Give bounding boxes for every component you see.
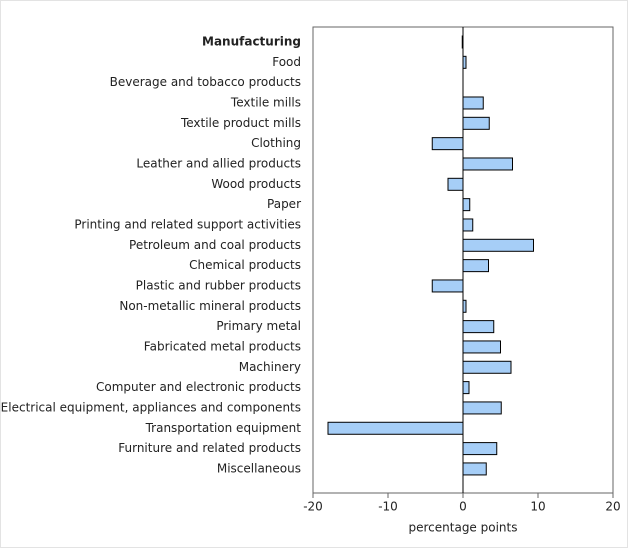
y-tick-label: Miscellaneous xyxy=(217,461,301,475)
y-tick-label: Furniture and related products xyxy=(118,441,301,455)
y-tick-label: Beverage and tobacco products xyxy=(110,75,301,89)
y-tick-label: Manufacturing xyxy=(202,35,301,49)
y-tick-label: Textile mills xyxy=(230,95,301,109)
bar xyxy=(462,340,501,354)
x-tick-label: 0 xyxy=(459,500,467,514)
y-tick-label: Electrical equipment, appliances and com… xyxy=(1,400,301,414)
x-tick-label: 10 xyxy=(530,500,545,514)
bar xyxy=(462,381,470,395)
bar xyxy=(462,462,487,476)
y-tick-label: Machinery xyxy=(239,360,301,374)
y-tick-label: Printing and related support activities xyxy=(74,217,301,231)
y-tick-label: Fabricated metal products xyxy=(144,339,301,353)
y-tick-label: Clothing xyxy=(251,136,301,150)
y-tick-label: Transportation equipment xyxy=(145,421,302,435)
y-tick-label: Leather and allied products xyxy=(136,156,301,170)
bar xyxy=(462,218,474,232)
bar xyxy=(431,137,464,151)
y-tick-label: Food xyxy=(272,55,301,69)
bar xyxy=(462,96,484,110)
x-axis-label: percentage points xyxy=(409,521,518,535)
bar xyxy=(447,177,464,191)
bar xyxy=(462,238,534,252)
bar xyxy=(462,320,495,334)
y-tick-label: Paper xyxy=(267,197,301,211)
y-tick-label: Computer and electronic products xyxy=(96,380,301,394)
y-tick-label: Petroleum and coal products xyxy=(129,238,301,252)
x-tick-label: 20 xyxy=(605,500,620,514)
y-tick-label: Textile product mills xyxy=(180,116,301,130)
y-tick-label: Non-metallic mineral products xyxy=(119,299,301,313)
bar xyxy=(462,116,490,130)
y-tick-label: Wood products xyxy=(211,177,301,191)
bar xyxy=(462,360,512,374)
bar xyxy=(462,198,471,212)
y-tick-label: Chemical products xyxy=(189,258,301,272)
bar xyxy=(327,421,464,435)
bar xyxy=(462,401,502,415)
bar xyxy=(462,157,513,171)
bar xyxy=(462,259,489,273)
x-tick-label: -10 xyxy=(378,500,398,514)
y-tick-label: Primary metal xyxy=(216,319,301,333)
x-tick-label: -20 xyxy=(303,500,323,514)
bar xyxy=(462,442,498,456)
y-tick-label: Plastic and rubber products xyxy=(136,278,301,292)
bar xyxy=(431,279,464,293)
